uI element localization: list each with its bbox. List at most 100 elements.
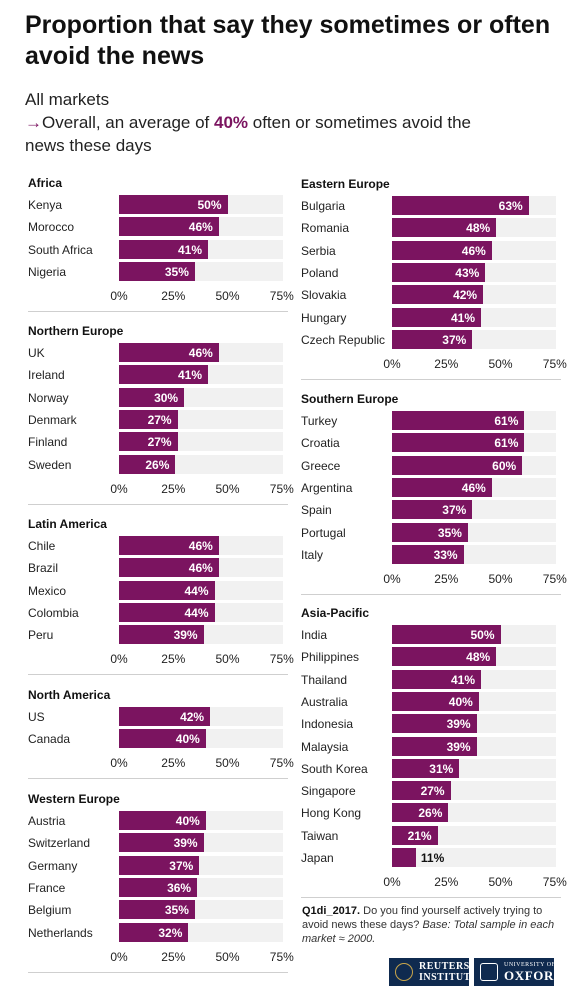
category-label: Brazil — [28, 561, 59, 576]
chart-subtitle: All markets →Overall, an average of 40% … — [25, 88, 485, 157]
category-label: Czech Republic — [301, 332, 386, 347]
category-label: Singapore — [301, 784, 356, 799]
bar — [119, 877, 198, 897]
bar — [392, 196, 529, 215]
oxford-logo-small: UNIVERSITY OF — [504, 961, 556, 968]
chart-title: Proportion that say they sometimes or of… — [25, 11, 551, 70]
bar — [392, 240, 492, 260]
bar — [119, 195, 228, 214]
bar — [119, 536, 219, 555]
axis-tick-label: 25% — [161, 949, 186, 964]
bar — [392, 329, 473, 349]
bar — [392, 455, 523, 475]
category-label: Italy — [301, 547, 324, 562]
data-label: 41% — [177, 368, 202, 383]
data-label: 46% — [461, 243, 486, 258]
axis-tick-label: 0% — [383, 571, 401, 586]
data-label: 40% — [175, 732, 200, 747]
panel-divider — [28, 778, 288, 780]
category-label: Portugal — [301, 525, 346, 540]
bar — [392, 691, 479, 711]
overall-value: 40% — [213, 113, 249, 132]
data-label: 41% — [450, 672, 475, 687]
category-label: Serbia — [301, 243, 336, 258]
category-label: South Africa — [28, 242, 93, 257]
panel-divider — [301, 593, 561, 595]
data-label: 50% — [197, 198, 222, 212]
axis-tick-label: 75% — [542, 571, 567, 586]
panel-title: Eastern Europe — [301, 177, 390, 191]
axis-tick-label: 75% — [269, 288, 294, 303]
category-label: Taiwan — [301, 828, 339, 843]
bar — [119, 454, 176, 474]
category-label: Australia — [301, 694, 348, 709]
data-label: 37% — [169, 858, 194, 873]
reuters-institute-logo: REUTERS INSTITUTE — [389, 958, 477, 986]
category-label: Netherlands — [28, 925, 93, 940]
data-label: 33% — [433, 547, 458, 562]
axis-tick-label: 50% — [215, 949, 240, 964]
data-label: 44% — [184, 583, 209, 598]
category-label: South Korea — [301, 761, 368, 776]
bar — [119, 922, 189, 942]
data-label: 61% — [494, 414, 519, 428]
data-label: 26% — [418, 806, 443, 821]
category-label: Poland — [301, 265, 339, 280]
axis-tick-label: 75% — [269, 949, 294, 964]
reuters-logo-line1: REUTERS — [419, 961, 470, 972]
bar — [392, 669, 481, 689]
category-label: Indonesia — [301, 717, 354, 732]
data-label: 30% — [154, 390, 179, 405]
category-label: Nigeria — [28, 264, 67, 279]
data-label: 44% — [184, 605, 209, 620]
question-note: Q1di_2017. Do you find yourself actively… — [302, 904, 558, 946]
data-label: 11% — [420, 851, 445, 865]
scope-label: All markets — [25, 90, 110, 109]
data-label: 46% — [461, 480, 486, 495]
category-label: Norway — [28, 390, 69, 405]
bar — [119, 432, 178, 452]
category-label: Malaysia — [301, 739, 349, 754]
panel-divider — [28, 674, 288, 676]
data-label: 46% — [188, 346, 213, 360]
bar — [392, 307, 481, 327]
category-label: UK — [28, 346, 45, 360]
category-label: Hungary — [301, 310, 347, 325]
bar-track — [392, 848, 556, 867]
data-label: 50% — [470, 628, 495, 642]
axis-tick-label: 50% — [215, 288, 240, 303]
panel-title: Latin America — [28, 517, 107, 531]
data-label: 63% — [498, 199, 523, 213]
panel-title: Western Europe — [28, 792, 120, 806]
bar — [119, 729, 206, 749]
panel-title: Northern Europe — [28, 324, 124, 338]
bar — [392, 500, 473, 520]
data-label: 35% — [437, 525, 462, 540]
category-label: Morocco — [28, 220, 75, 235]
axis-tick-label: 75% — [269, 756, 294, 771]
category-label: Austria — [28, 814, 66, 828]
bar — [119, 387, 185, 407]
axis-tick-label: 50% — [215, 652, 240, 667]
data-label: 21% — [407, 828, 432, 843]
category-label: Denmark — [28, 412, 77, 427]
bar — [392, 825, 438, 845]
category-label: Turkey — [301, 414, 338, 428]
category-label: Argentina — [301, 480, 353, 495]
bar — [392, 477, 492, 497]
axis-tick-label: 25% — [161, 756, 186, 771]
data-label: 41% — [450, 310, 475, 325]
data-label: 40% — [175, 814, 200, 828]
bar — [392, 714, 477, 734]
arrow-right-icon: → — [25, 113, 42, 132]
category-label: Slovakia — [301, 288, 347, 303]
oxford-logo-big: OXFORD — [504, 967, 564, 983]
bar — [392, 736, 477, 756]
category-label: Sweden — [28, 457, 72, 472]
bar — [119, 602, 215, 622]
data-label: 42% — [180, 710, 205, 724]
data-label: 27% — [147, 435, 172, 450]
category-label: Bulgaria — [301, 199, 346, 213]
data-label: 60% — [492, 458, 517, 473]
data-label: 41% — [177, 242, 202, 257]
